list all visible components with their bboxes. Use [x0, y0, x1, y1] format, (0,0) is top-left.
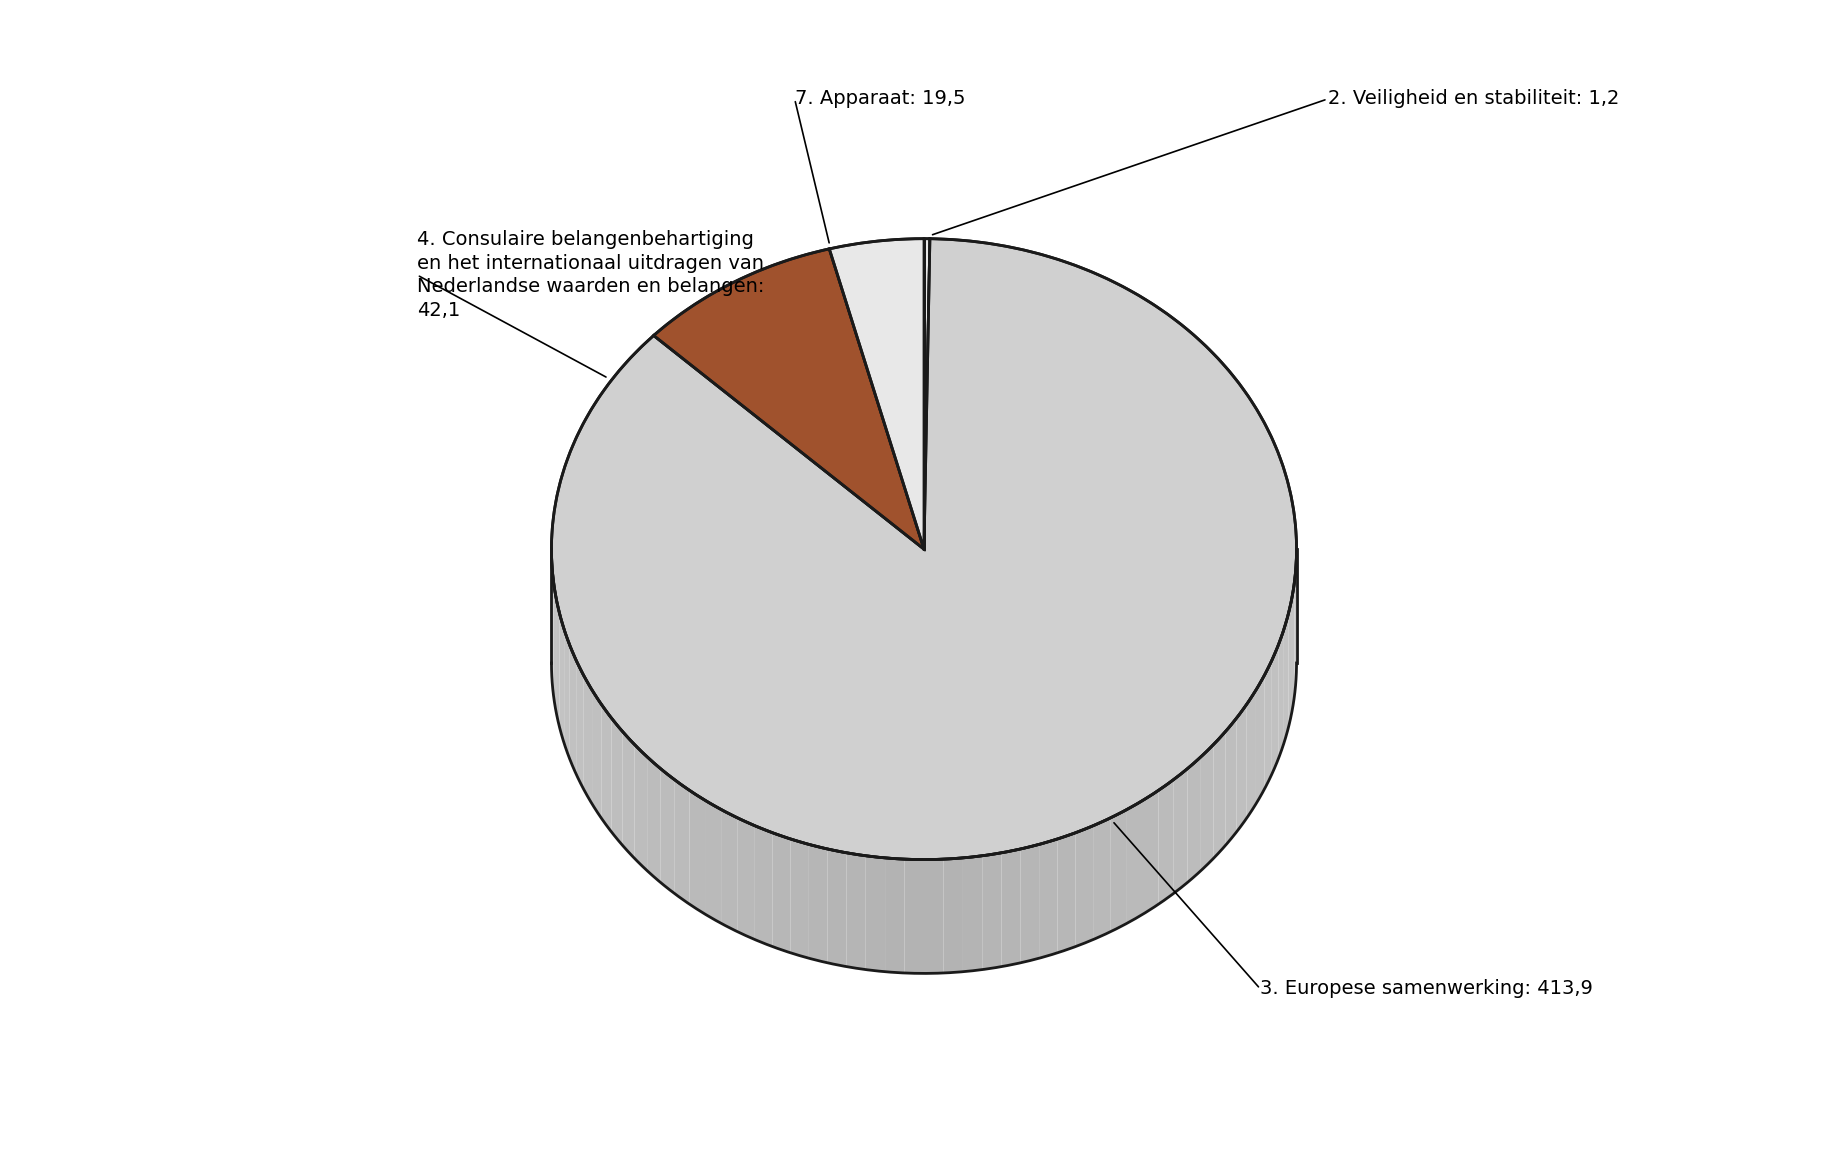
Polygon shape [1247, 690, 1257, 818]
Text: 7. Apparaat: 19,5: 7. Apparaat: 19,5 [795, 90, 965, 108]
Polygon shape [1288, 598, 1292, 728]
Polygon shape [560, 614, 564, 743]
Polygon shape [634, 744, 647, 871]
Polygon shape [1057, 833, 1076, 953]
Polygon shape [584, 675, 591, 804]
Polygon shape [1264, 660, 1271, 789]
Polygon shape [551, 239, 1297, 859]
Polygon shape [1173, 768, 1188, 894]
Polygon shape [924, 239, 930, 550]
Polygon shape [623, 731, 634, 858]
Polygon shape [885, 858, 904, 973]
Polygon shape [828, 849, 846, 967]
Polygon shape [1076, 826, 1094, 946]
Polygon shape [963, 856, 983, 972]
Polygon shape [904, 859, 924, 973]
Polygon shape [654, 248, 924, 550]
Polygon shape [721, 810, 737, 932]
Polygon shape [1279, 629, 1284, 759]
Polygon shape [675, 780, 689, 904]
Polygon shape [1292, 582, 1294, 712]
Polygon shape [1039, 840, 1057, 958]
Polygon shape [1111, 810, 1127, 932]
Polygon shape [1142, 790, 1159, 914]
Polygon shape [1271, 645, 1279, 774]
Polygon shape [791, 840, 809, 958]
Polygon shape [1002, 849, 1020, 967]
Polygon shape [689, 790, 706, 914]
Polygon shape [591, 690, 601, 818]
Polygon shape [865, 856, 885, 972]
Polygon shape [944, 858, 963, 973]
Polygon shape [983, 853, 1002, 969]
Text: 2. Veiligheid en stabiliteit: 1,2: 2. Veiligheid en stabiliteit: 1,2 [1327, 90, 1619, 108]
Polygon shape [1214, 731, 1225, 858]
Polygon shape [601, 704, 612, 833]
Polygon shape [809, 844, 828, 963]
Polygon shape [564, 629, 569, 759]
Text: 3. Europese samenwerking: 413,9: 3. Europese samenwerking: 413,9 [1260, 980, 1593, 998]
Polygon shape [1188, 757, 1201, 882]
Text: 4. Consulaire belangenbehartiging
en het internationaal uitdragen van
Nederlands: 4. Consulaire belangenbehartiging en het… [418, 230, 765, 320]
Polygon shape [1127, 800, 1142, 923]
Polygon shape [660, 768, 675, 894]
Polygon shape [754, 826, 772, 946]
Polygon shape [772, 833, 791, 953]
Polygon shape [577, 660, 584, 789]
Polygon shape [1094, 818, 1111, 940]
Polygon shape [647, 757, 660, 882]
Polygon shape [1201, 744, 1214, 871]
Polygon shape [612, 719, 623, 845]
Polygon shape [554, 582, 556, 712]
Polygon shape [1236, 704, 1247, 833]
Polygon shape [569, 645, 577, 774]
Polygon shape [846, 853, 865, 969]
Polygon shape [706, 800, 721, 923]
Polygon shape [924, 859, 944, 973]
Polygon shape [830, 239, 924, 550]
Polygon shape [1225, 719, 1236, 845]
Polygon shape [1284, 614, 1288, 743]
Polygon shape [1020, 844, 1039, 963]
Polygon shape [737, 818, 754, 940]
Polygon shape [556, 598, 560, 728]
Polygon shape [1257, 675, 1264, 804]
Polygon shape [1159, 780, 1173, 904]
